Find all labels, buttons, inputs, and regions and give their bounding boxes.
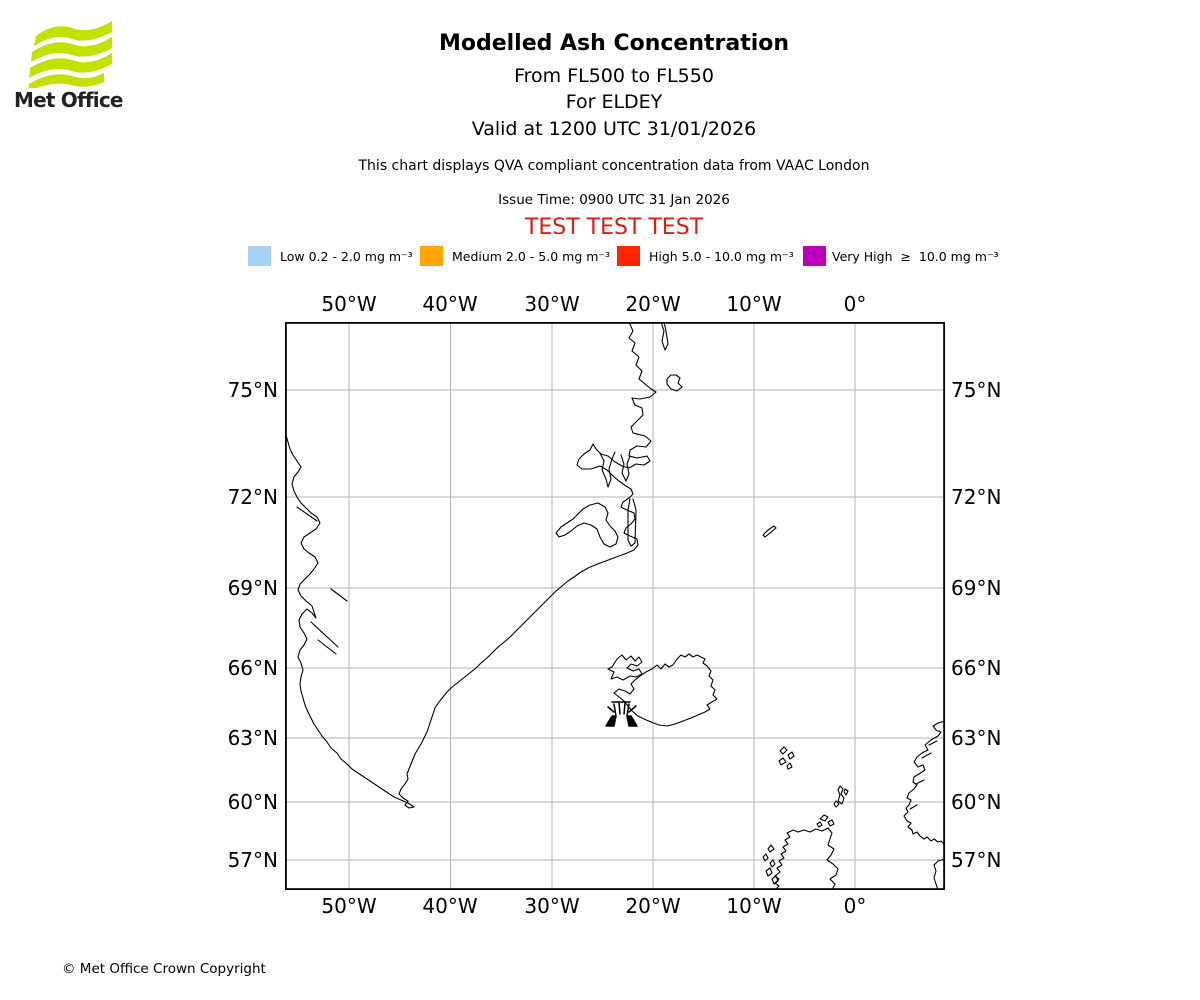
jan-mayen-island	[762, 525, 777, 538]
greenland-coastline	[285, 322, 683, 809]
met-office-logo-text: Met Office	[14, 88, 123, 112]
lat-label-right-63n: 63°N	[951, 726, 1002, 750]
copyright-notice: © Met Office Crown Copyright	[62, 961, 266, 977]
lat-label-right-72n: 72°N	[951, 485, 1002, 509]
legend-swatch-very-high	[803, 246, 826, 266]
lon-label-top-0: 0°	[843, 292, 867, 316]
legend-label-medium: Medium 2.0 - 5.0 mg m⁻³	[452, 249, 611, 264]
lat-label-left-69n: 69°N	[227, 576, 278, 600]
page-title: Modelled Ash Concentration	[438, 31, 790, 56]
volcano-name-line: For ELDEY	[565, 91, 663, 113]
lon-label-bottom-20w: 20°W	[625, 894, 681, 918]
test-banner: TEST TEST TEST	[524, 215, 704, 240]
faroe-islands	[778, 746, 795, 770]
scotland-coastline	[774, 827, 839, 890]
lat-label-left-63n: 63°N	[227, 726, 278, 750]
lon-label-bottom-10w: 10°W	[726, 894, 782, 918]
lon-label-bottom-30w: 30°W	[524, 894, 580, 918]
legend-swatch-medium	[420, 246, 443, 266]
hebrides-islands	[762, 844, 779, 885]
flight-level-range: From FL500 to FL550	[514, 65, 714, 87]
volcano-marker-icon	[605, 701, 638, 727]
lon-label-bottom-50w: 50°W	[321, 894, 377, 918]
issue-time: Issue Time: 0900 UTC 31 Jan 2026	[498, 192, 730, 208]
legend-swatch-low	[248, 246, 271, 266]
lat-label-right-66n: 66°N	[951, 656, 1002, 680]
forecast-map	[284, 321, 946, 891]
lat-label-left-60n: 60°N	[227, 790, 278, 814]
legend-label-high: High 5.0 - 10.0 mg m⁻³	[649, 249, 794, 264]
lon-label-top-30w: 30°W	[524, 292, 580, 316]
lat-label-left-66n: 66°N	[227, 656, 278, 680]
iceland-coastline	[607, 653, 718, 727]
orkney-islands	[816, 814, 835, 828]
lon-label-bottom-0: 0°	[843, 894, 867, 918]
legend-label-low: Low 0.2 - 2.0 mg m⁻³	[280, 249, 413, 264]
lat-label-right-57n: 57°N	[951, 848, 1002, 872]
lon-label-top-40w: 40°W	[422, 292, 478, 316]
lat-label-left-72n: 72°N	[227, 485, 278, 509]
qva-compliance-note: This chart displays QVA compliant concen…	[358, 158, 870, 174]
map-canvas	[284, 321, 946, 891]
legend-label-very-high: Very High ≥ 10.0 mg m⁻³	[832, 249, 999, 264]
lat-label-right-60n: 60°N	[951, 790, 1002, 814]
lat-label-right-69n: 69°N	[951, 576, 1002, 600]
lon-label-bottom-40w: 40°W	[422, 894, 478, 918]
met-office-logo-waves-icon	[28, 21, 112, 88]
lon-label-top-20w: 20°W	[625, 292, 681, 316]
map-border	[284, 321, 946, 891]
valid-time-line: Valid at 1200 UTC 31/01/2026	[471, 118, 757, 140]
lat-label-left-75n: 75°N	[227, 378, 278, 402]
met-office-logo: Met Office	[14, 14, 124, 114]
norway-coastline	[903, 720, 945, 890]
lon-label-top-10w: 10°W	[726, 292, 782, 316]
legend-swatch-high	[617, 246, 640, 266]
shetland-islands	[833, 785, 849, 808]
lon-label-top-50w: 50°W	[321, 292, 377, 316]
graticule-gridlines	[285, 322, 945, 890]
lat-label-right-75n: 75°N	[951, 378, 1002, 402]
lat-label-left-57n: 57°N	[227, 848, 278, 872]
